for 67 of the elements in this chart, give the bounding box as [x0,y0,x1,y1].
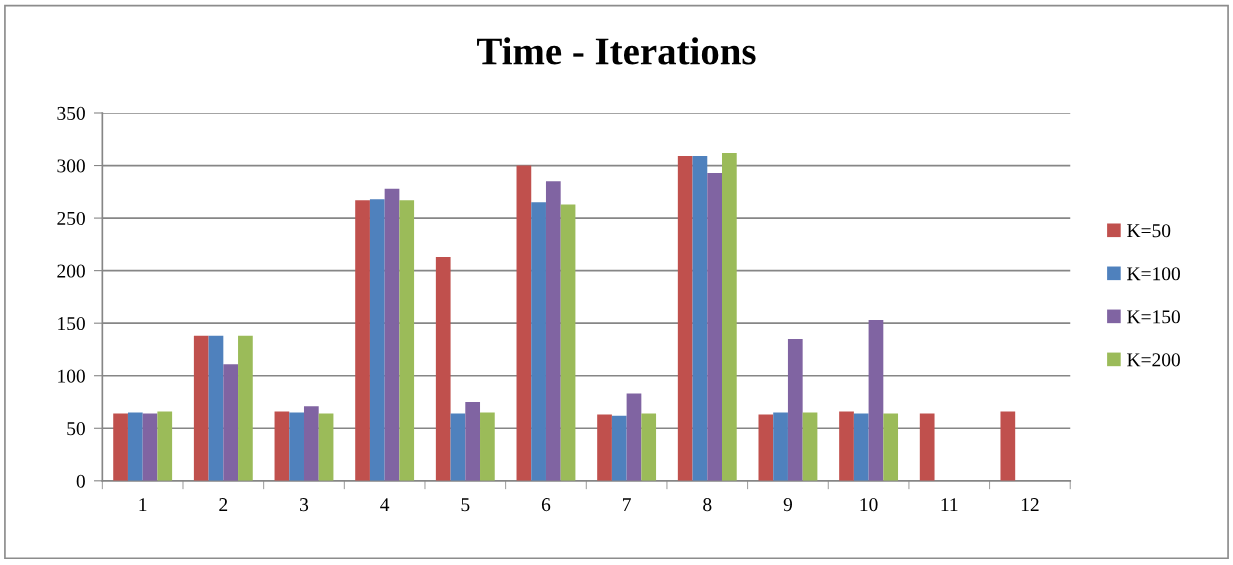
legend-label: K=200 [1127,353,1180,367]
x-tick-label: 10 [860,498,878,512]
bar [399,200,415,481]
bar [545,181,561,481]
x-tick-label: 5 [461,498,470,512]
y-tick-label: 100 [58,369,85,383]
chart-title: Time - Iterations [477,37,756,65]
bar [193,335,209,481]
bar [113,413,128,481]
x-tick-label: 3 [300,498,309,512]
bar [853,413,869,481]
y-tick-label: 0 [76,474,85,488]
y-tick-label: 50 [67,422,85,436]
x-tick-label: 1 [139,498,147,511]
x-tick-label: 6 [541,498,551,512]
y-tick-label: 150 [58,317,85,331]
legend-label: K=150 [1127,310,1180,324]
bar [868,320,884,481]
bar [626,393,642,481]
x-tick-label: 2 [219,498,228,511]
bar [597,414,612,481]
bar [465,402,481,481]
bar [883,413,899,481]
legend-label: K=50 [1127,224,1171,238]
x-tick-label: 7 [623,498,631,511]
bar [758,414,774,481]
bar [773,412,788,481]
x-tick-label: 4 [380,498,390,511]
bar [318,413,334,481]
y-tick-label: 300 [57,159,85,173]
bar [516,165,532,481]
bar [157,411,173,481]
bar [707,172,722,481]
legend-label: K=100 [1127,267,1180,281]
bar [480,412,495,481]
bar [722,152,737,481]
bar [238,335,253,481]
bar [274,411,290,481]
bar [384,188,400,481]
bar [223,364,239,481]
bar [919,413,935,481]
bar [450,413,466,481]
x-tick-label: 11 [941,498,958,511]
bar [355,200,370,481]
bar [560,204,576,481]
bar [677,156,693,481]
bar [531,202,546,481]
bar [369,199,385,481]
bar [1000,411,1016,481]
y-tick-label: 250 [57,211,85,226]
bar [641,413,657,481]
bar [127,412,143,481]
bar [208,335,224,481]
bar [802,412,818,481]
x-tick-label: 9 [783,498,792,512]
bar [142,413,158,481]
bar [289,412,304,481]
bar [787,338,803,481]
bar [303,406,319,481]
y-tick-label: 350 [57,106,85,120]
y-tick-label: 200 [57,264,85,278]
x-tick-label: 8 [703,498,712,512]
x-tick-label: 12 [1021,498,1039,511]
bar [692,156,708,481]
bar [839,411,854,481]
bar [611,415,627,481]
bar [435,256,451,481]
